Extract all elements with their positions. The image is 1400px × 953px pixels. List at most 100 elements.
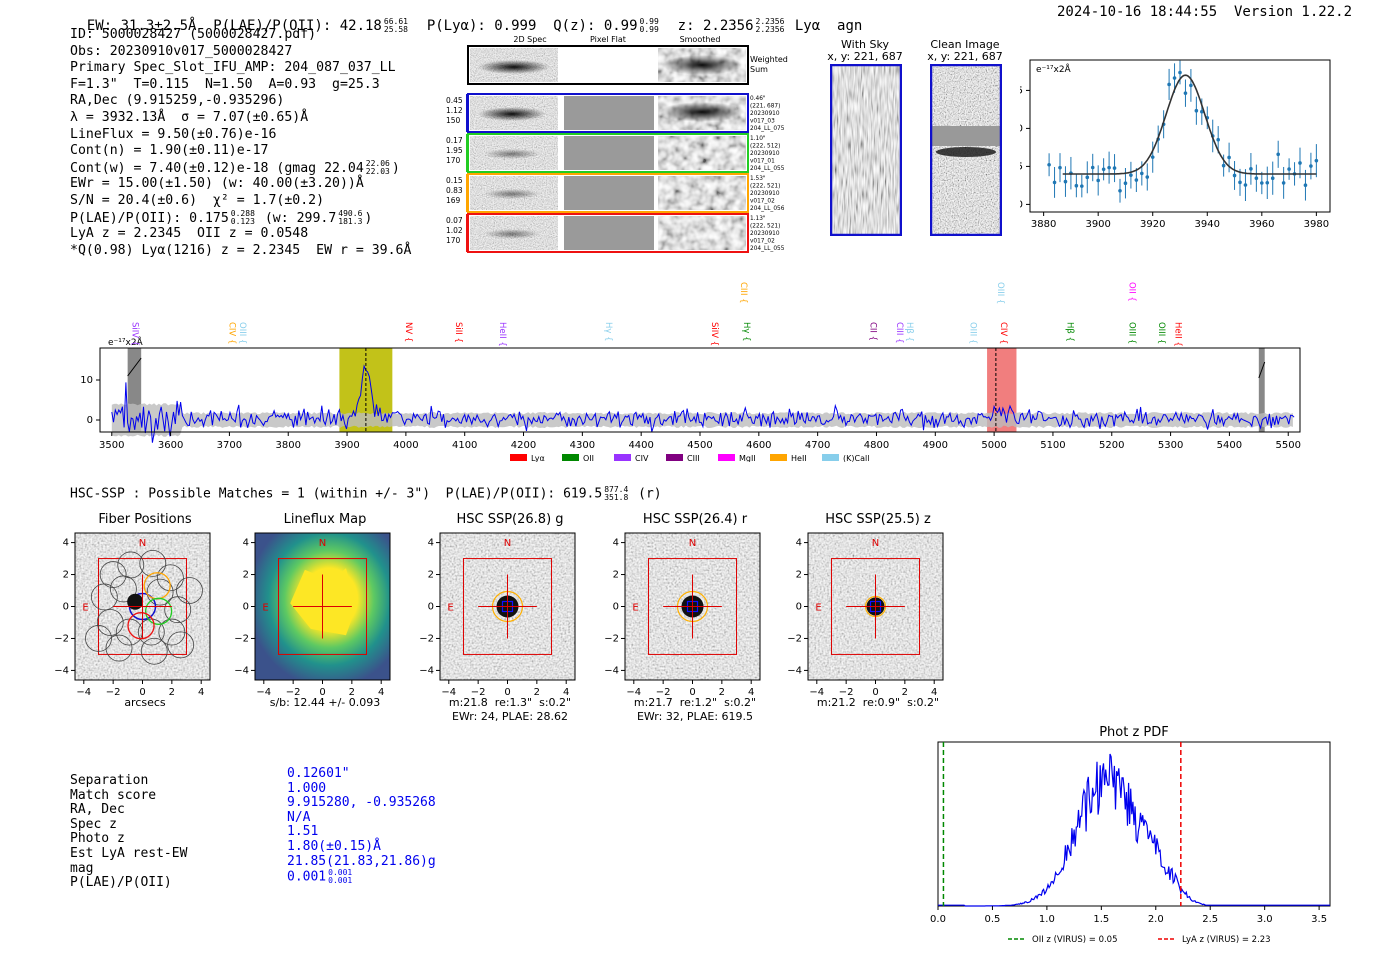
panel-xtick-label: 0 xyxy=(504,687,510,698)
cutout-flat xyxy=(564,136,654,170)
zoom-data-point xyxy=(1063,179,1068,184)
cutout-row-value: 150 xyxy=(446,116,461,125)
stat-value-radec: 9.915280, -0.935268 xyxy=(287,795,436,811)
zoom-data-point xyxy=(1287,167,1291,171)
cutout-row-value: 0.45 xyxy=(446,96,463,105)
panel-ytick-label: 2 xyxy=(243,570,249,581)
cutout-row-value: 0.17 xyxy=(446,136,463,145)
zoom-axes xyxy=(1029,59,1331,213)
zoom-data-point xyxy=(1227,155,1231,160)
spectral-line-label: OIII { xyxy=(1126,322,1136,344)
masked-region-hatch xyxy=(127,357,142,377)
timestamp-version: 2024-10-16 18:44:55 Version 1.22.2 xyxy=(1057,4,1353,20)
spectrum-xtick-label: 3900 xyxy=(334,440,359,451)
panel-xtick-label: 0 xyxy=(872,687,878,698)
cutout-row-meta: 20230910 xyxy=(750,151,780,157)
spectrum-ytick-label: 0 xyxy=(87,415,93,426)
spectrum-xtick-label: 3700 xyxy=(217,440,242,451)
spectrum-xtick-label: 4800 xyxy=(864,440,889,451)
error-band xyxy=(111,403,1293,437)
north-label: N xyxy=(139,538,146,549)
zoom-ytick-label: 15 xyxy=(1020,85,1023,96)
info-id: ID: 5000028427 (5000028427.pdf) xyxy=(70,27,317,42)
weighted-sum-label: Weighted Sum xyxy=(750,55,788,74)
panel-xtick-label: 2 xyxy=(169,687,175,698)
legend-swatch xyxy=(562,454,579,461)
col-pixel-flat: Pixel Flat xyxy=(590,35,626,44)
panel-ytick-label: −4 xyxy=(604,665,619,676)
panel-xtick-label: 4 xyxy=(931,687,937,698)
cutout-row-meta: (222, 512) xyxy=(750,144,780,150)
cutout-row-meta: 204_LL_056 xyxy=(750,206,785,212)
stat-value-spec-z: N/A xyxy=(287,809,311,825)
spectrum-xtick-label: 4300 xyxy=(570,440,595,451)
panel-ytick-label: −2 xyxy=(234,633,249,644)
panel-ytick-label: 2 xyxy=(63,570,69,581)
panel-ytick-label: −2 xyxy=(787,633,802,644)
aperture-box xyxy=(647,558,738,655)
lineflux-peak xyxy=(290,568,357,636)
panel-ytick-label: 2 xyxy=(428,570,434,581)
cutout-smooth-emission xyxy=(660,102,744,122)
with-sky-image xyxy=(830,64,902,236)
fiber-circle xyxy=(105,634,133,662)
panel-xtick-label: −4 xyxy=(809,687,824,698)
panel-xtick-label: −2 xyxy=(471,687,486,698)
north-label: N xyxy=(504,538,511,549)
fiber-circle xyxy=(139,549,167,577)
spectrum-xtick-label: 4100 xyxy=(452,440,477,451)
fiber-circle xyxy=(110,575,137,603)
photz-axes xyxy=(937,741,1331,907)
zoom-xtick-label: 3880 xyxy=(1031,219,1056,230)
zoom-data-point xyxy=(1172,76,1177,80)
cutout-row-meta: v017_02 xyxy=(750,239,775,245)
legend-label: MgII xyxy=(739,454,756,462)
cutout-row-meta: v017_02 xyxy=(750,199,775,205)
spectrum-xtick-label: 5000 xyxy=(981,440,1006,451)
spectral-line-label: CIV { xyxy=(998,322,1008,344)
spectrum-xtick-label: 5300 xyxy=(1158,440,1183,451)
spectrum-xtick-label: 5400 xyxy=(1217,440,1242,451)
east-label: E xyxy=(82,603,88,614)
panel-ytick-label: −4 xyxy=(419,665,434,676)
stat-value-plae: 0.001 0.001 0.001 xyxy=(287,868,353,886)
panel-xtick-label: −2 xyxy=(656,687,671,698)
spectral-line-label: OIII { xyxy=(237,322,247,344)
legend-oii-label: OII z (VIRUS) = 0.05 xyxy=(1032,935,1118,945)
cutout-flat xyxy=(564,176,654,210)
zoom-data-point xyxy=(1178,70,1182,75)
panel-xtick-label: 2 xyxy=(719,687,725,698)
stat-label-photo-z: Photo z xyxy=(70,831,125,847)
clean-image xyxy=(930,64,1002,236)
cutout-row-meta: 204_LL_055 xyxy=(750,166,785,172)
panel-xtick-label: 0 xyxy=(689,687,695,698)
zoom-data-point xyxy=(1281,181,1286,185)
cutout-smooth xyxy=(658,216,746,250)
image-panel: N E −4 −4 −2 −2 0 0 2 2 4 4 xyxy=(54,532,211,698)
panel-title: HSC SSP(26.4) r xyxy=(642,512,748,527)
panel-caption: arcsecs xyxy=(124,696,166,709)
zoom-data-point xyxy=(1112,166,1117,170)
cutout-emission xyxy=(484,229,540,239)
photz-xtick-label: 0.0 xyxy=(930,914,946,925)
spectral-line-label: SiIV { xyxy=(709,322,719,346)
spectral-line-label: SiIV { xyxy=(129,322,139,346)
fiber-circle xyxy=(85,625,112,652)
panel-ytick-label: −2 xyxy=(54,633,69,644)
col-2d-spec: 2D Spec xyxy=(513,35,546,44)
info-lineflux: LineFlux = 9.50(±0.76)e-16 xyxy=(70,126,277,142)
panel-caption: s/b: 12.44 +/- 0.093 xyxy=(269,696,381,709)
fiber-cutouts: 2D Spec Pixel Flat Smoothed Weighted Sum … xyxy=(446,35,788,253)
panel-ytick-label: 4 xyxy=(428,538,434,549)
north-label: N xyxy=(689,538,696,549)
legend-label: (K)Call xyxy=(843,454,869,462)
panel-ytick-label: 2 xyxy=(613,570,619,581)
panel-ytick-label: 0 xyxy=(63,602,69,613)
cutout-row-meta: 20230910 xyxy=(750,231,780,237)
zoom-data-point xyxy=(1080,184,1084,188)
panel-ytick-label: −4 xyxy=(54,665,69,676)
stat-label-mag: mag xyxy=(70,860,94,876)
info-params: F=1.3" T=0.115 N=1.50 A=0.93 g=25.3 xyxy=(70,76,380,92)
panel-title: HSC SSP(25.5) z xyxy=(825,512,931,527)
fiber-red xyxy=(127,612,155,640)
